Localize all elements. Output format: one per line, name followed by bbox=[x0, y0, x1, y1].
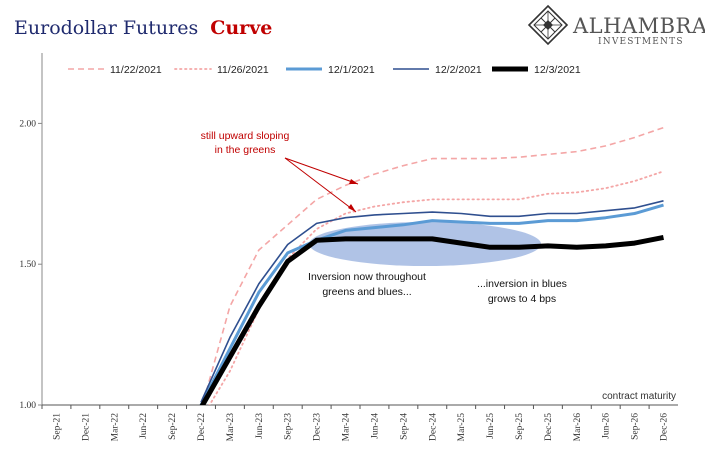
chart-title-accent: Curve bbox=[210, 17, 272, 39]
annotation-inversion-line1: Inversion now throughout bbox=[308, 271, 426, 283]
annotation-greens-line1: still upward sloping bbox=[201, 130, 290, 142]
series-line-4 bbox=[200, 200, 664, 403]
x-tick-label: Dec-25 bbox=[544, 413, 554, 441]
x-tick-label: Sep-22 bbox=[168, 413, 178, 440]
x-tick-label: Jun-26 bbox=[602, 413, 612, 439]
annotation-inversion: Inversion now throughout greens and blue… bbox=[308, 271, 426, 298]
arrow-head-icon bbox=[349, 179, 358, 184]
legend-label-1: 11/22/2021 bbox=[110, 64, 162, 76]
annotation-blues-line1: ...inversion in blues bbox=[477, 278, 567, 290]
inversion-highlight bbox=[309, 222, 541, 266]
annotation-blues-line2: grows to 4 bps bbox=[488, 293, 556, 305]
x-tick-label: Sep-24 bbox=[399, 413, 409, 440]
x-axis: Sep-21 Dec-21 Mar-22 Jun-22 Sep-22 Dec-22 Mar-… bbox=[41, 405, 670, 442]
x-tick-label: Mar-25 bbox=[457, 413, 467, 442]
chart-title: Eurodollar Futures Curve bbox=[14, 17, 272, 39]
annotation-inversion-line2: greens and blues... bbox=[322, 286, 411, 298]
y-tick-label: 1.50 bbox=[19, 260, 36, 270]
annotation-greens: still upward sloping in the greens bbox=[201, 130, 359, 213]
legend-label-3: 12/1/2021 bbox=[328, 64, 375, 76]
x-tick-label: Sep-21 bbox=[52, 413, 62, 440]
legend-label-4: 12/2/2021 bbox=[435, 64, 482, 76]
annotation-blues: ...inversion in blues grows to 4 bps bbox=[477, 278, 567, 305]
y-axis: 1.00 1.50 2.00 bbox=[19, 119, 42, 411]
x-tick-label: Dec-21 bbox=[81, 413, 91, 441]
x-tick-label: Sep-23 bbox=[284, 413, 294, 440]
series-line-1 bbox=[201, 126, 664, 405]
annotation-arrow-lower bbox=[284, 157, 357, 213]
annotation-arrow-upper bbox=[284, 157, 359, 185]
series-lines bbox=[199, 126, 665, 405]
series-line-2 bbox=[208, 170, 665, 405]
x-tick-label: Jun-25 bbox=[486, 413, 496, 439]
series-line-3 bbox=[199, 203, 664, 405]
x-tick-label: Jun-22 bbox=[139, 413, 149, 439]
x-tick-label: Dec-26 bbox=[660, 413, 670, 441]
x-tick-label: Dec-22 bbox=[197, 413, 207, 441]
x-tick-label: Mar-24 bbox=[342, 413, 352, 442]
legend: 11/22/2021 11/26/2021 12/1/2021 12/2/2021 12… bbox=[68, 64, 581, 76]
series-line-5 bbox=[199, 234, 664, 405]
brand-tagline: INVESTMENTS bbox=[598, 37, 684, 47]
x-axis-label: contract maturity bbox=[602, 391, 676, 402]
x-tick-label: Dec-23 bbox=[313, 413, 323, 441]
x-tick-label: Mar-22 bbox=[110, 413, 120, 442]
legend-label-5: 12/3/2021 bbox=[534, 64, 581, 76]
x-tick-label: Sep-25 bbox=[515, 413, 525, 440]
y-tick-label: 2.00 bbox=[19, 119, 36, 129]
arrow-head-icon bbox=[348, 204, 356, 212]
legend-label-2: 11/26/2021 bbox=[217, 64, 269, 76]
x-tick-label: Dec-24 bbox=[428, 413, 438, 441]
brand-name: ALHAMBRA bbox=[572, 14, 705, 38]
x-tick-label: Mar-23 bbox=[226, 413, 236, 442]
x-tick-label: Jun-24 bbox=[370, 413, 380, 439]
brand-logo: ALHAMBRA INVESTMENTS bbox=[527, 4, 705, 47]
annotation-greens-line2: in the greens bbox=[215, 144, 276, 156]
diamond-lattice-icon bbox=[527, 4, 569, 46]
y-tick-label: 1.00 bbox=[19, 401, 36, 411]
x-tick-label: Sep-26 bbox=[631, 413, 641, 440]
x-tick-label: Jun-23 bbox=[255, 413, 265, 439]
chart-title-main: Eurodollar Futures bbox=[14, 17, 198, 39]
x-tick-label: Mar-26 bbox=[573, 413, 583, 442]
